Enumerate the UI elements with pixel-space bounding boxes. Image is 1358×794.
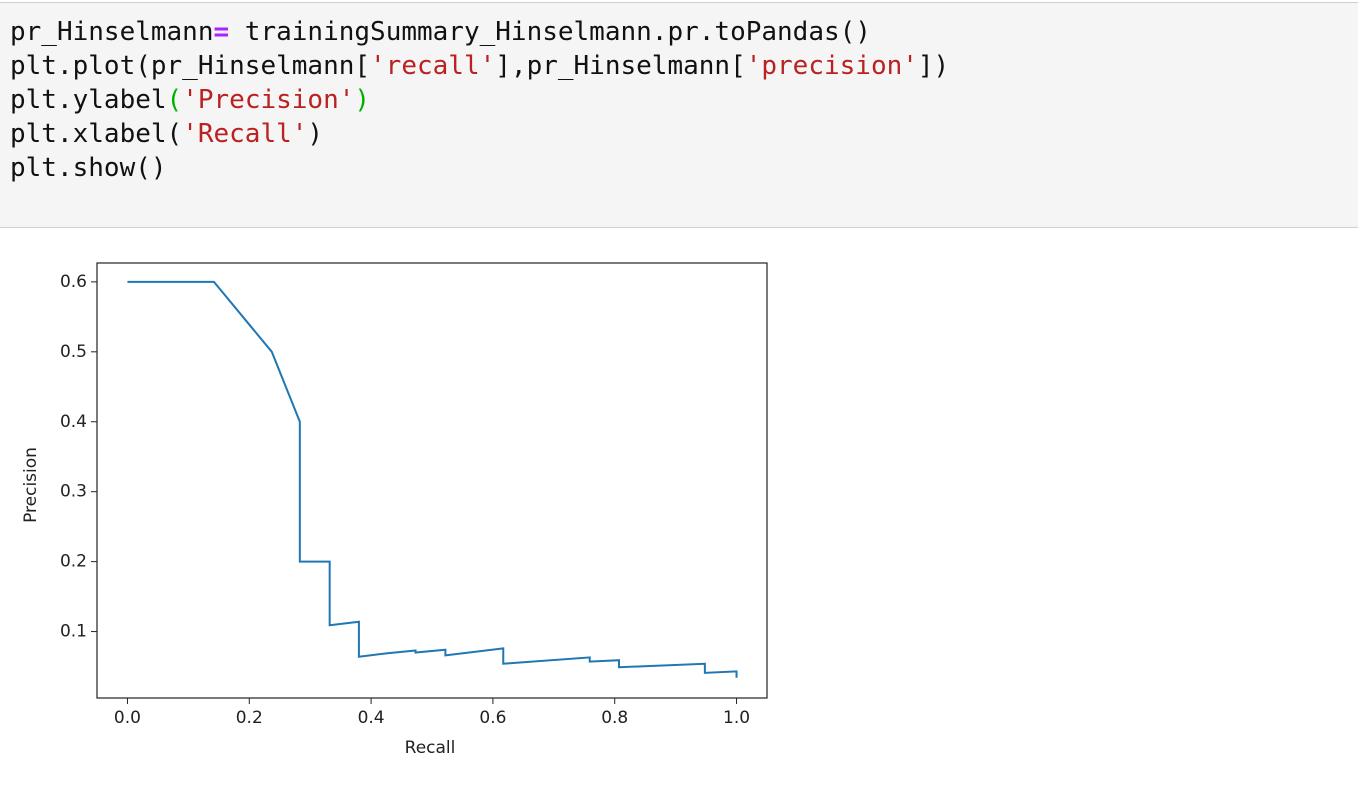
code-token: ) (307, 119, 324, 149)
code-token: 'recall' (370, 51, 496, 81)
code-line: plt.show() (10, 151, 949, 185)
code-line: plt.plot(pr_Hinselmann['recall'],pr_Hins… (10, 49, 949, 83)
code-cell[interactable]: pr_Hinselmann= trainingSummary_Hinselman… (0, 2, 1358, 228)
y-tick-label: 0.4 (60, 412, 87, 432)
y-axis-label: Precision (21, 447, 41, 523)
code: pr_Hinselmann= trainingSummary_Hinselman… (10, 15, 949, 185)
x-tick-label: 0.2 (236, 708, 263, 728)
x-tick-label: 0.6 (479, 708, 506, 728)
x-tick-label: 0.8 (601, 708, 628, 728)
code-token: pr_Hinselmann (10, 17, 214, 47)
code-token: = (213, 17, 230, 47)
code-token: ( (166, 85, 183, 115)
y-tick-label: 0.6 (60, 272, 87, 292)
code-token: plt.ylabel (10, 85, 167, 115)
code-token: 'Precision' (182, 85, 355, 115)
code-token: plt.xlabel( (10, 119, 183, 149)
code-token: trainingSummary_Hinselmann.pr.toPandas() (229, 17, 871, 47)
code-token: 'precision' (745, 51, 918, 81)
x-tick-label: 0.4 (358, 708, 385, 728)
code-token: ],pr_Hinselmann[ (495, 51, 746, 81)
y-tick-label: 0.2 (60, 552, 87, 572)
code-token: ]) (917, 51, 950, 81)
plot-frame (96, 262, 768, 699)
code-token: plt.plot(pr_Hinselmann[ (10, 51, 371, 81)
y-tick-label: 0.3 (60, 482, 87, 502)
series-line (127, 280, 738, 678)
code-token: plt.show() (10, 153, 167, 183)
code-token: ) (354, 85, 371, 115)
y-tick-label: 0.1 (60, 622, 87, 642)
x-tick-label: 0.0 (114, 708, 141, 728)
x-tick-label: 1.0 (723, 708, 750, 728)
code-line: pr_Hinselmann= trainingSummary_Hinselman… (10, 15, 949, 49)
y-tick-label: 0.5 (60, 342, 87, 362)
code-line: plt.xlabel('Recall') (10, 117, 949, 151)
code-line: plt.ylabel('Precision') (10, 83, 949, 117)
chart: Recall Precision 0.0 0.2 0.4 0.6 0.8 1.0 0.1 0.… (21, 262, 768, 758)
code-token: 'Recall' (182, 119, 308, 149)
x-axis-label: Recall (405, 738, 456, 758)
